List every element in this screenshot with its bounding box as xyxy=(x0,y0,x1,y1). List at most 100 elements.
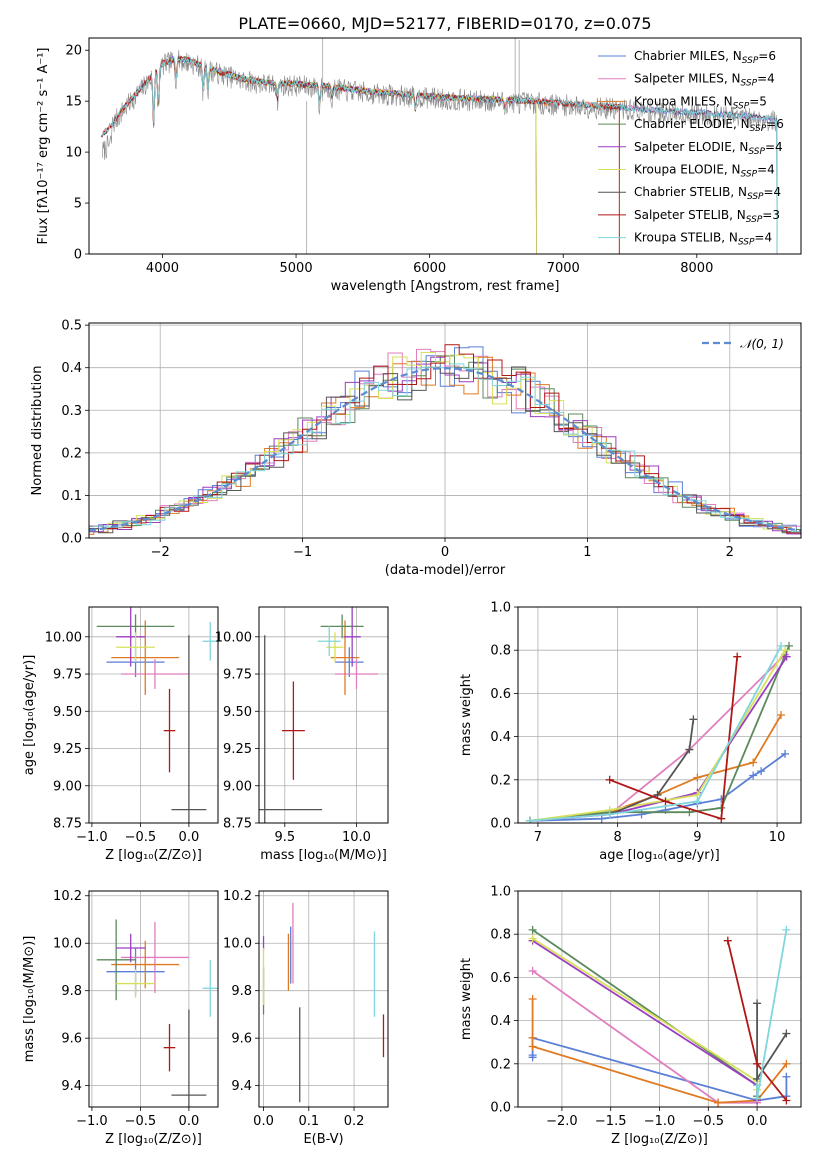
legend-count: =4 xyxy=(764,185,782,199)
legend-entry-krou_stelib: Kroupa STELIB, NSSP=4 xyxy=(634,231,772,248)
x-tick-label: −2.0 xyxy=(546,1114,578,1129)
plot-area xyxy=(100,38,778,254)
gridlines xyxy=(518,890,801,1108)
plot-area xyxy=(259,607,378,823)
axes-frame xyxy=(258,606,389,824)
y-tick-label: 0.2 xyxy=(490,773,511,788)
panel-residuals: −2 −1 0 1 2 0.0 0.1 0.2 0.3 0.4 0.5 (data-model)/er… xyxy=(30,319,802,578)
y-tick-label: 0.2 xyxy=(490,1057,511,1072)
y-tick-label: 1.0 xyxy=(490,885,511,900)
legend-count: =6 xyxy=(758,49,776,63)
y-tick-label: 0.0 xyxy=(61,532,82,547)
weight-marker-salp_stelib xyxy=(723,936,732,945)
axes-frame xyxy=(517,890,802,1108)
y-axis-label: age [log₁₀(age/yr)] xyxy=(22,655,37,776)
y-tick-label: 0 xyxy=(74,248,82,263)
legend-count: =4 xyxy=(754,231,772,245)
panel-weight_vs_Z: −2.0 −1.5 −1.0 −0.5 0.0 0.0 0.2 0.4 0.6 0.8 1.0 Z [… xyxy=(459,885,802,1147)
weight-marker-chab_stelib xyxy=(782,1029,791,1038)
legend-subscript: SSP xyxy=(733,101,750,111)
y-tick-label: 9.25 xyxy=(223,742,252,757)
legend-count: =4 xyxy=(765,140,783,154)
legend-entry-krou_miles: Kroupa MILES, NSSP=5 xyxy=(634,94,767,111)
model-line-krou_stelib xyxy=(102,56,778,254)
weight-marker-chab_elodie xyxy=(528,925,537,934)
legend-count: =5 xyxy=(749,94,767,108)
y-tick-label: 10 xyxy=(65,146,82,161)
weight-marker-chab_miles xyxy=(597,814,606,823)
y-tick-label: 0.3 xyxy=(61,404,82,419)
x-tick-label: 0.1 xyxy=(298,1114,319,1129)
x-axis-label: Z [log₁₀(Z/Z⊙)] xyxy=(611,1132,708,1147)
x-tick-label: 8000 xyxy=(680,261,713,276)
weight-marker-chab_miles xyxy=(782,1072,791,1081)
x-tick-label: −0.5 xyxy=(125,1114,157,1129)
plot-area xyxy=(262,902,385,1103)
legend-count: =4 xyxy=(757,163,775,177)
legend-count: =6 xyxy=(766,117,784,131)
x-tick-label: 0 xyxy=(441,545,449,560)
panel-age_vs_mass: 9.5 10.0 8.75 9.00 9.25 9.50 9.75 10.00 mass [lo… xyxy=(215,606,389,863)
plot-area xyxy=(89,344,801,536)
y-tick-label: 0.4 xyxy=(490,730,511,745)
x-tick-label: 7 xyxy=(534,830,542,845)
weight-marker-krou_miles xyxy=(777,711,786,719)
legend-entry-chab_elodie: Chabrier ELODIE, NSSP=6 xyxy=(634,117,784,134)
weight-marker-chab_miles xyxy=(781,749,790,758)
gridlines xyxy=(89,607,218,824)
y-tick-label: 0.0 xyxy=(490,1101,511,1116)
x-tick-label: 7000 xyxy=(547,261,580,276)
x-tick-label: 0.2 xyxy=(344,1114,365,1129)
legend-count: =3 xyxy=(762,208,780,222)
x-axis-label: (data-model)/error xyxy=(385,563,506,578)
weight-marker-krou_stelib xyxy=(693,797,702,806)
weight-line-chab_stelib xyxy=(609,719,695,816)
y-axis-label: Flux [fλ10⁻¹⁷ erg cm⁻² s⁻¹ A⁻¹] xyxy=(36,48,51,245)
axes-frame xyxy=(88,890,219,1108)
x-tick-label: 10 xyxy=(769,830,786,845)
plot-area xyxy=(528,925,791,1107)
y-tick-label: 9.8 xyxy=(231,984,252,999)
legend-entry-salp_stelib: Salpeter STELIB, NSSP=3 xyxy=(634,208,780,225)
y-tick-label: 0.2 xyxy=(61,446,82,461)
axes-frame xyxy=(258,890,389,1108)
weight-marker-krou_miles xyxy=(749,758,758,767)
y-tick-label: 10.2 xyxy=(223,889,252,904)
y-tick-label: 9.25 xyxy=(53,742,82,757)
y-tick-label: 5 xyxy=(74,197,82,212)
y-tick-label: 9.50 xyxy=(53,705,82,720)
figure-title: PLATE=0660, MJD=52177, FIBERID=0170, z=0… xyxy=(238,14,651,33)
panel-mass_vs_ebv: 0.0 0.1 0.2 9.4 9.6 9.8 10.0 10.2 E(B-V) xyxy=(223,889,389,1147)
weight-line-krou_stelib xyxy=(756,929,788,1099)
legend-entry-normal: 𝒩(0, 1) xyxy=(740,337,784,351)
weight-marker-salp_stelib xyxy=(717,814,726,823)
x-axis-label: age [log₁₀(age/yr)] xyxy=(599,848,720,863)
weight-marker-salp_stelib xyxy=(661,797,670,806)
x-tick-label: 0.0 xyxy=(253,1114,274,1129)
x-tick-label: 6000 xyxy=(413,261,446,276)
y-tick-label: 10.0 xyxy=(223,937,252,952)
x-axis-label: wavelength [Angstrom, rest frame] xyxy=(331,279,560,294)
legend-subscript: SSP xyxy=(747,192,764,202)
y-tick-label: 0.4 xyxy=(490,1014,511,1029)
data-spectrum-line xyxy=(102,49,777,160)
y-tick-label: 8.75 xyxy=(223,817,252,832)
legend-subscript: SSP xyxy=(742,56,759,66)
y-axis-label: mass [log₁₀(M/M⊙)] xyxy=(22,936,37,1063)
gridlines xyxy=(89,891,218,1107)
weight-line-salp_miles xyxy=(532,970,758,1104)
weight-marker-chab_miles xyxy=(757,767,766,776)
weight-line-salp_elodie xyxy=(529,656,788,822)
legend-entry-krou_elodie: Kroupa ELODIE, NSSP=4 xyxy=(634,163,775,180)
y-tick-label: 10.00 xyxy=(45,630,82,645)
weight-marker-krou_miles xyxy=(693,773,702,782)
y-tick-label: 9.4 xyxy=(61,1079,82,1094)
weight-marker-krou_stelib xyxy=(525,816,534,823)
axes-frame xyxy=(517,606,802,824)
y-tick-label: 0.6 xyxy=(490,687,511,702)
y-tick-label: 9.6 xyxy=(231,1032,252,1047)
axes-frame xyxy=(88,37,802,255)
y-tick-label: 0.5 xyxy=(61,319,82,334)
y-tick-label: 9.00 xyxy=(223,779,252,794)
